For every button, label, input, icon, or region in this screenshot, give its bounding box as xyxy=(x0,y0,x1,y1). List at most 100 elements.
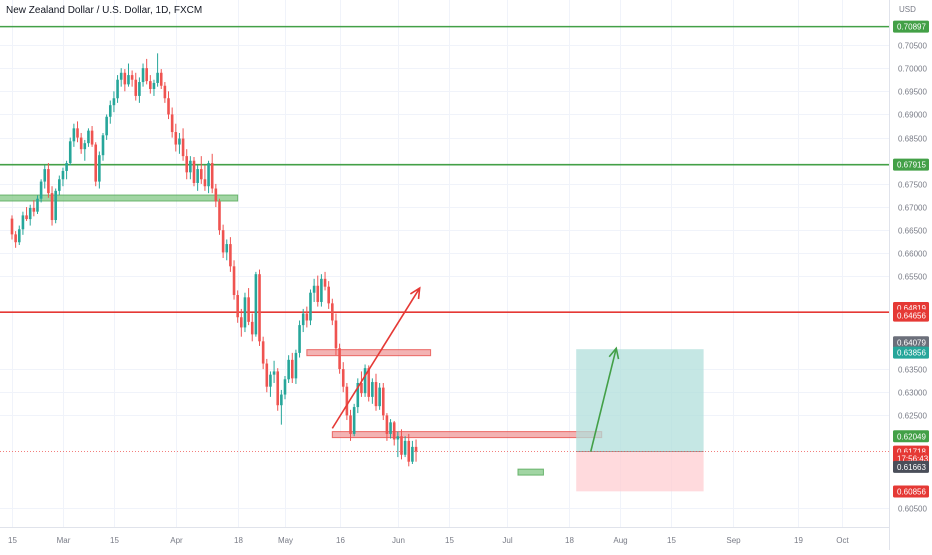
candle-down xyxy=(290,359,294,379)
candle-down xyxy=(374,382,378,407)
red-arrow-shaft xyxy=(331,287,421,429)
time-axis[interactable]: 15 Mar 15 Apr 18 May 16 Jun 15 Jul 18 Aug 15 Sep 19 Oct xyxy=(8,536,849,545)
candle-up xyxy=(352,407,356,434)
candle-down xyxy=(149,81,152,89)
x-tick-label: Jun xyxy=(392,536,405,545)
candle-down xyxy=(316,285,320,302)
candle-down xyxy=(134,79,138,96)
candle-up xyxy=(138,82,141,96)
candle-down xyxy=(192,160,196,183)
y-tick-label: 0.65500 xyxy=(898,273,927,282)
candle-down xyxy=(159,72,163,86)
x-tick-label: 16 xyxy=(336,536,345,545)
candle-up xyxy=(272,371,276,375)
candle-down xyxy=(25,215,28,220)
candle-down xyxy=(323,278,327,287)
price-label-bg xyxy=(893,430,929,443)
candle-down xyxy=(381,387,385,416)
candle-down xyxy=(400,436,403,455)
price-label: 0.64079 xyxy=(897,338,926,347)
candle-down xyxy=(174,132,178,145)
candle-up xyxy=(141,68,145,83)
candle-down xyxy=(341,369,345,387)
resistance-zone xyxy=(331,431,603,439)
candle-down xyxy=(214,188,218,202)
candle-down xyxy=(170,114,174,133)
x-tick-label: May xyxy=(278,536,293,545)
price-label: 0.64656 xyxy=(897,312,926,321)
candle-down xyxy=(367,368,371,397)
candle-up xyxy=(254,274,258,335)
candle-down xyxy=(338,348,341,370)
y-tick-label: 0.67000 xyxy=(898,204,927,213)
candle-up xyxy=(196,169,199,183)
line-layer xyxy=(0,25,889,453)
candle-up xyxy=(39,181,43,199)
candle-up xyxy=(403,440,407,455)
x-tick-label: Mar xyxy=(57,536,71,545)
candle-down xyxy=(94,144,98,182)
price-label: 0.61718 xyxy=(897,448,926,457)
candle-up xyxy=(411,446,414,462)
candle-down xyxy=(385,415,389,434)
x-tick-label: Sep xyxy=(726,536,741,545)
resistance-zone xyxy=(306,349,432,357)
candle-up xyxy=(156,72,159,83)
candle-down xyxy=(261,341,265,364)
x-tick-label: 18 xyxy=(234,536,243,545)
price-axis[interactable]: 0.70500 0.70000 0.69500 0.69000 0.68500 0.675… xyxy=(898,42,927,514)
candle-up xyxy=(309,292,312,321)
y-tick-label: 0.60500 xyxy=(898,505,927,514)
candle-down xyxy=(185,156,189,173)
candle-up xyxy=(61,170,65,180)
x-tick-label: Jul xyxy=(502,536,512,545)
candle-up xyxy=(152,82,156,89)
candle-down xyxy=(221,230,225,253)
candle-down xyxy=(265,363,269,387)
candle-down xyxy=(334,320,338,349)
candle-up xyxy=(43,169,47,182)
candle-down xyxy=(240,317,243,328)
candle-down xyxy=(181,138,185,157)
y-tick-label: 0.62500 xyxy=(898,412,927,421)
price-label-bg xyxy=(893,346,929,359)
zone-layer xyxy=(0,194,603,476)
candle-down xyxy=(349,415,352,434)
x-tick-label: Apr xyxy=(170,536,183,545)
y-tick-label: 0.70500 xyxy=(898,42,927,51)
price-label: 0.67915 xyxy=(897,161,926,170)
price-label: 0.61663 xyxy=(897,463,926,472)
candle-up xyxy=(363,368,367,394)
x-tick-label: Aug xyxy=(613,536,627,545)
candle-down xyxy=(392,422,396,440)
candle-down xyxy=(203,179,207,187)
candle-down xyxy=(276,371,280,406)
candle-up xyxy=(356,382,360,408)
candle-down xyxy=(210,163,214,189)
candle-down xyxy=(331,303,334,321)
candle-down xyxy=(258,274,261,342)
candle-up xyxy=(298,325,301,353)
x-tick-label: 15 xyxy=(667,536,676,545)
stop-zone xyxy=(576,451,704,492)
y-tick-label: 0.67500 xyxy=(898,181,927,190)
candle-up xyxy=(36,198,39,212)
price-label-bg xyxy=(893,158,929,171)
candle-up xyxy=(389,422,392,434)
candle-down xyxy=(247,297,250,322)
candle-down xyxy=(345,386,349,416)
price-label: 0.63856 xyxy=(897,349,926,358)
red-arrow-head xyxy=(409,286,421,300)
candle-up xyxy=(225,244,229,253)
candle-up xyxy=(127,75,130,85)
y-tick-label: 0.69500 xyxy=(898,88,927,97)
candle-down xyxy=(163,85,167,99)
grid-layer xyxy=(0,0,889,527)
candle-up xyxy=(105,116,108,136)
candle-down xyxy=(76,128,79,138)
target-zone xyxy=(576,349,704,452)
candle-up xyxy=(178,138,181,145)
